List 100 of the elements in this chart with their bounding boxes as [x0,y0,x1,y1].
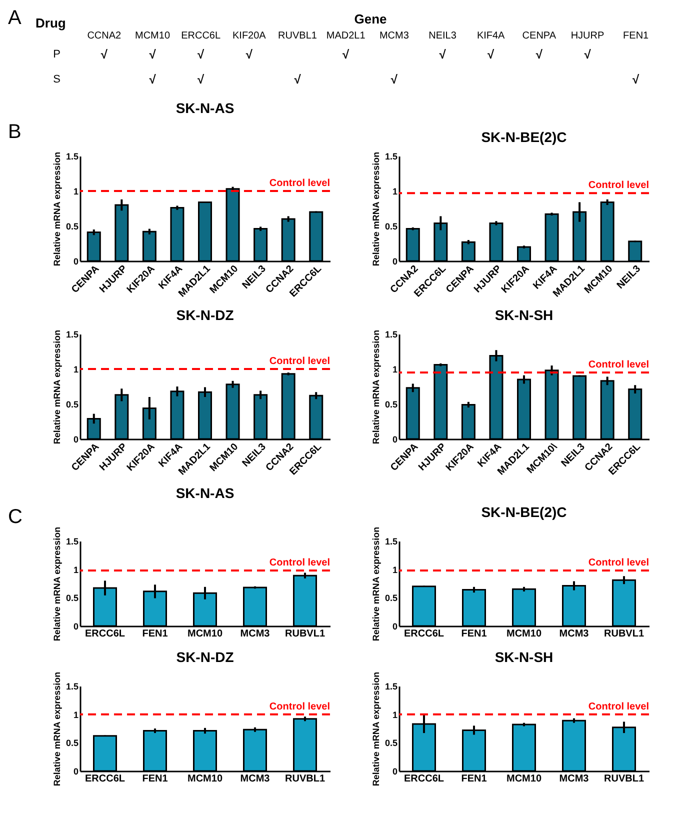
ref-line-label: Control level [269,557,330,568]
y-tick-label: 1 [392,710,398,720]
y-tick-label: 0.5 [384,400,398,410]
y-axis-title: Relative mRNA expression [370,526,381,642]
y-tick-label: 1 [73,564,78,575]
x-tick-label: ERCC6L [84,628,126,640]
y-tick-label: 1 [73,364,78,374]
x-tick-label: FEN1 [623,30,650,42]
text: C [8,506,22,528]
y-tick-label: 0 [73,766,78,776]
x-tick-label: NEIL3 [428,30,457,42]
chart-title: SK-N-BE(2)C [481,504,567,520]
text: √ [149,48,156,62]
ref-line-label: Control level [269,178,330,189]
text: √ [439,48,446,62]
x-tick-label: ERCC6L [181,30,221,42]
y-tick-label: 0.5 [66,593,78,604]
text: √ [149,72,156,86]
y-tick-label: 1.5 [66,330,78,340]
y-axis-title: Relative mRNA expression [52,672,62,786]
y-axis-title: Relative mRNA expression [52,152,62,266]
y-tick-label: 0.5 [384,222,398,232]
chart-title: SK-N-SH [494,307,554,324]
x-tick-label: MCM3 [379,30,410,42]
chart-title: SK-N-DZ [176,649,234,666]
ref-line-label: Control level [588,180,650,192]
x-tick-label: ERCC6L [84,774,126,784]
y-tick-label: 1 [73,186,78,196]
y-tick-label: 0 [392,256,398,266]
text: A [8,7,22,29]
text: √ [632,72,640,86]
chart-title: SK-N-BE(2)C [481,129,567,146]
x-tick-label: MCM3 [240,774,270,784]
text: √ [198,48,204,62]
y-tick-label: 0 [73,256,78,266]
x-tick-label: MCM3 [559,628,590,640]
y-tick-label: 0 [73,622,78,632]
x-tick-label: RUVBL1 [278,30,318,42]
y-tick-label: 0 [392,622,398,632]
text: B [8,121,22,143]
y-axis-title: Relative mRNA expression [370,152,381,266]
y-tick-label: 1.5 [66,536,78,546]
text: √ [246,48,252,62]
y-tick-label: 1 [392,186,398,196]
ref-line-label: Control level [269,356,330,367]
y-axis-title: Relative mRNA expression [52,330,62,444]
y-tick-label: 1 [392,564,398,575]
x-tick-label: RUBVL1 [284,628,326,640]
y-axis-title: Drug [36,16,66,30]
y-axis-title: Relative mRNA expression [52,526,62,642]
x-tick-label: MCM3 [559,774,590,784]
chart-title: SK-N-DZ [176,307,234,324]
x-tick-label: ERCC6L [404,774,444,784]
y-tick-label: 0.5 [66,738,78,748]
ref-line-label: Control level [588,557,650,568]
y-tick-label: S [53,74,60,86]
y-tick-label: 0.5 [66,222,78,232]
x-tick-label: FEN1 [461,628,488,640]
y-tick-label: 0.5 [384,738,398,748]
x-tick-label: FEN1 [461,774,488,784]
y-tick-label: P [53,48,60,60]
chart-title: SK-N-AS [176,100,234,116]
x-tick-label: CCNA2 [87,30,122,42]
y-tick-label: 0 [73,434,78,444]
text: √ [536,48,542,62]
x-axis-title: Gene [354,12,387,26]
y-tick-label: 0.5 [66,400,78,410]
x-tick-label: KIF4A [476,30,506,42]
y-tick-label: 1.5 [384,152,398,162]
y-tick-label: 1.5 [384,536,398,546]
x-tick-label: RUBVL1 [604,628,644,640]
y-tick-label: 0 [392,766,398,776]
x-tick-label: MCM10 [187,628,223,640]
text: √ [488,48,494,62]
x-tick-label: FEN1 [142,628,168,640]
y-tick-label: 1.5 [66,152,78,162]
chart-title: SK-N-AS [176,485,234,501]
x-tick-label: MCM10 [506,628,542,640]
x-tick-label: MCM10 [506,774,542,784]
ref-line-label: Control level [588,701,650,712]
x-tick-label: HJURP [570,30,604,42]
chart-title: SK-N-SH [494,649,554,666]
text: √ [342,48,350,62]
x-tick-label: MCM10 [134,30,170,42]
y-tick-label: 1.5 [384,682,398,692]
ref-line-label: Control level [269,701,330,712]
y-tick-label: 1 [73,710,78,720]
text: √ [584,48,591,62]
y-tick-label: 1.5 [384,330,398,340]
y-tick-label: 0.5 [384,593,398,604]
x-tick-label: MCM10 [187,774,223,784]
text: √ [390,72,398,86]
y-axis-title: Relative mRNA expression [370,330,381,444]
x-tick-label: ERCC6L [404,628,444,640]
x-tick-label: MCM3 [240,628,270,640]
x-tick-label: CENPA [522,30,556,42]
text: √ [294,72,301,86]
y-tick-label: 0 [392,434,398,444]
x-tick-label: KIF20A [232,30,266,42]
y-tick-label: 1 [392,364,398,374]
